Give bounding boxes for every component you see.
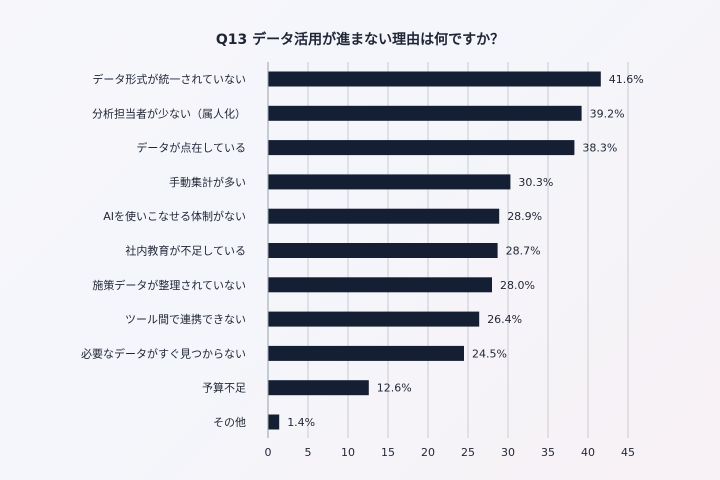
bar	[268, 174, 511, 190]
data-label: 28.0%	[500, 279, 535, 292]
category-label: 施策データが整理されていない	[92, 278, 246, 292]
x-tick-label: 15	[381, 446, 395, 459]
bar	[268, 208, 500, 224]
data-label: 41.6%	[609, 73, 644, 86]
chart-title: Q13 データ活用が進まない理由は何ですか？	[216, 31, 504, 48]
data-label: 24.5%	[472, 347, 507, 360]
bar	[268, 414, 280, 430]
x-tick-label: 30	[501, 446, 515, 459]
bar	[268, 243, 498, 258]
x-axis-ticks: 0 5 10 15 20 25 30 35 40 45	[265, 446, 636, 459]
category-label: 必要なデータがすぐ見つからない	[81, 346, 246, 360]
category-label: データ形式が統一されていない	[92, 72, 246, 86]
bar	[268, 311, 480, 327]
data-label: 12.6%	[377, 382, 412, 395]
bar	[268, 380, 369, 396]
x-tick-label: 40	[581, 446, 595, 459]
category-label: AIを使いこなせる体制がない	[103, 209, 246, 223]
x-tick-label: 25	[461, 446, 475, 459]
x-tick-label: 20	[421, 446, 435, 459]
bar	[268, 140, 575, 156]
data-label: 26.4%	[487, 313, 522, 326]
bar	[268, 71, 601, 87]
category-label: 分析担当者が少ない（属人化）	[92, 106, 246, 120]
bar	[268, 345, 464, 361]
category-label: その他	[213, 416, 246, 429]
x-tick-label: 35	[541, 446, 555, 459]
data-label: 28.9%	[507, 210, 542, 223]
data-label: 1.4%	[287, 416, 315, 429]
data-label: 39.2%	[590, 107, 625, 120]
bars	[268, 71, 601, 430]
category-label: 手動集計が多い	[169, 175, 246, 189]
data-label: 38.3%	[582, 142, 617, 155]
x-tick-label: 10	[341, 446, 355, 459]
category-label: ツール間で連携できない	[125, 312, 246, 326]
bar	[268, 105, 582, 121]
x-tick-label: 5	[305, 446, 312, 459]
category-label: 社内教育が不足している	[125, 244, 246, 258]
data-label: 30.3%	[518, 176, 553, 189]
x-tick-label: 45	[621, 446, 635, 459]
category-label: データが点在している	[136, 141, 246, 155]
value-labels: 41.6% 39.2% 38.3% 30.3% 28.9% 28.7% 28.0% 26.4%…	[287, 73, 644, 429]
data-label: 28.7%	[506, 245, 541, 258]
category-label: 予算不足	[202, 381, 246, 395]
bar	[268, 277, 492, 293]
x-tick-label: 0	[265, 446, 272, 459]
